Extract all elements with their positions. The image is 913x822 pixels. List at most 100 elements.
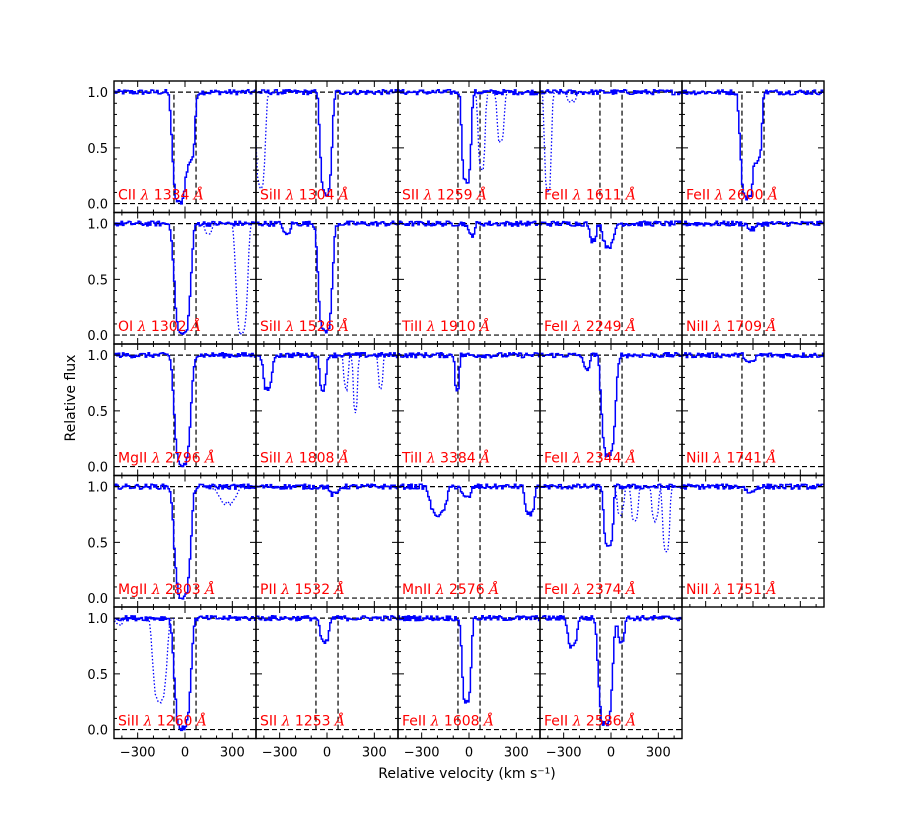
y-tick-label: 1.0 bbox=[87, 86, 108, 101]
panel-label-wavelength: 1808 bbox=[294, 451, 339, 467]
panel-label-unit: Å bbox=[478, 317, 490, 335]
panel-label-lambda-symbol: λ bbox=[430, 714, 440, 730]
panel-label-ion: SII bbox=[260, 714, 282, 730]
panel-plot-area bbox=[540, 220, 682, 336]
spectrum-panel: 0.0 0.5 1.0 MgII λ 2803 Å bbox=[87, 474, 257, 608]
y-tick-label: 0.5 bbox=[87, 142, 108, 157]
panel-label-lambda-symbol: λ bbox=[423, 188, 433, 204]
panel-label-wavelength: 1741 bbox=[722, 451, 767, 467]
panel-label-ion: OI bbox=[118, 319, 138, 335]
x-tick-label: −300 bbox=[404, 746, 440, 761]
panel-label-ion: FeII bbox=[544, 188, 573, 204]
panel-plot-area bbox=[114, 220, 256, 337]
spectrum-panel: FeII λ 2600 Å bbox=[681, 80, 825, 214]
panel-label-unit: Å bbox=[337, 317, 349, 335]
spectrum-panel: −300 0 300 SII λ 1253 Å bbox=[255, 606, 399, 761]
y-tick-label: 0.0 bbox=[87, 461, 108, 476]
x-tick-label: 0 bbox=[465, 746, 473, 761]
panel-plot-area bbox=[540, 483, 682, 599]
y-tick-label: 0.0 bbox=[87, 198, 108, 213]
panel-label-lambda-symbol: λ bbox=[151, 582, 161, 598]
y-tick-label: 0.0 bbox=[87, 592, 108, 607]
y-tick-label: 0.5 bbox=[87, 405, 108, 420]
panel-label-unit: Å bbox=[764, 580, 776, 598]
spectrum-panel: FeII λ 2249 Å bbox=[539, 211, 683, 345]
panel-plot-area bbox=[540, 351, 682, 468]
panel-label-unit: Å bbox=[482, 712, 494, 730]
panel-plot-area bbox=[682, 89, 824, 205]
panel-label: FeII λ 1608 Å bbox=[402, 712, 494, 730]
spectrum-line bbox=[114, 483, 256, 600]
panel-label-ion: MgII bbox=[118, 582, 152, 598]
spectrum-panel: 0.0 0.5 1.0 OI λ 1302 Å bbox=[87, 211, 257, 345]
panel-label-wavelength: 2576 bbox=[445, 582, 490, 598]
panel-label-unit: Å bbox=[624, 712, 636, 730]
y-tick-label: 1.0 bbox=[87, 612, 108, 627]
blend-spectrum bbox=[256, 93, 270, 190]
panel-label: TiII λ 3384 Å bbox=[401, 449, 490, 467]
spectrum-panel: SiII λ 1808 Å bbox=[255, 343, 399, 477]
spectrum-line bbox=[114, 614, 256, 732]
spectrum-line bbox=[682, 351, 824, 364]
spectrum-line bbox=[114, 88, 256, 205]
panel-label-wavelength: 1910 bbox=[436, 319, 481, 335]
panel-label-lambda-symbol: λ bbox=[426, 319, 436, 335]
panel-plot-area bbox=[256, 352, 398, 468]
spectrum-panel: PII λ 1532 Å bbox=[255, 474, 399, 608]
x-tick-label: −300 bbox=[546, 746, 582, 761]
panel-label-lambda-symbol: λ bbox=[712, 319, 722, 335]
panel-label-unit: Å bbox=[337, 186, 349, 204]
spectrum-panel: 0.0 0.5 1.0 CII λ 1334 Å bbox=[87, 80, 257, 214]
panel-plot-area bbox=[398, 220, 540, 336]
panel-label-ion: MgII bbox=[118, 451, 152, 467]
panel-label-lambda-symbol: λ bbox=[572, 319, 582, 335]
spectrum-line bbox=[398, 351, 540, 392]
panel-label-lambda-symbol: λ bbox=[280, 582, 290, 598]
panel-label-wavelength: 2249 bbox=[581, 319, 626, 335]
panel-label-wavelength: 2344 bbox=[581, 451, 626, 467]
panel-label: MgII λ 2796 Å bbox=[118, 449, 215, 467]
panel-label-unit: Å bbox=[195, 712, 207, 730]
panel-plot-area bbox=[398, 89, 540, 205]
spectrum-panel: TiII λ 1910 Å bbox=[397, 211, 541, 345]
panel-label-lambda-symbol: λ bbox=[572, 714, 582, 730]
panel-label-ion: FeII bbox=[544, 451, 573, 467]
panel-label: FeII λ 2600 Å bbox=[686, 186, 778, 204]
blend-spectrum bbox=[540, 90, 581, 195]
panel-plot-area bbox=[114, 88, 256, 205]
panel-label-wavelength: 1260 bbox=[152, 714, 197, 730]
panel-label-wavelength: 1709 bbox=[722, 319, 767, 335]
y-tick-label: 1.0 bbox=[87, 349, 108, 364]
spectrum-line bbox=[256, 483, 398, 498]
panel-label: MnII λ 2576 Å bbox=[402, 580, 499, 598]
panel-label: FeII λ 1611 Å bbox=[544, 186, 636, 204]
x-tick-label: −300 bbox=[120, 746, 156, 761]
panel-label-unit: Å bbox=[764, 317, 776, 335]
panel-label-wavelength: 3384 bbox=[436, 451, 481, 467]
panel-label-unit: Å bbox=[333, 580, 345, 598]
panel-label-ion: FeII bbox=[686, 188, 715, 204]
panel-label-ion: FeII bbox=[544, 714, 573, 730]
spectrum-panel: FeII λ 2374 Å bbox=[539, 474, 683, 608]
spectrum-line bbox=[540, 220, 682, 249]
blend-spectrum bbox=[208, 484, 247, 507]
panel-label: NiII λ 1751 Å bbox=[686, 580, 777, 598]
spectrum-line bbox=[114, 220, 256, 335]
xlabel: Relative velocity (km s⁻¹) bbox=[378, 766, 556, 782]
panel-plot-area bbox=[114, 614, 256, 732]
panel-label: CII λ 1334 Å bbox=[118, 186, 204, 204]
panel-label-lambda-symbol: λ bbox=[435, 582, 445, 598]
panel-label: PII λ 1532 Å bbox=[260, 580, 345, 598]
spectrum-line bbox=[682, 483, 824, 494]
spectrum-panel: NiII λ 1709 Å bbox=[681, 211, 825, 345]
spectrum-line bbox=[398, 220, 540, 238]
spectrum-panel: NiII λ 1741 Å bbox=[681, 343, 825, 477]
spectrum-panel: TiII λ 3384 Å bbox=[397, 343, 541, 477]
spectrum-panel: FeII λ 2344 Å bbox=[539, 343, 683, 477]
x-tick-label: 300 bbox=[362, 746, 387, 761]
panel-label-lambda-symbol: λ bbox=[712, 582, 722, 598]
panel-label-ion: SII bbox=[402, 188, 424, 204]
panel-label-ion: SiII bbox=[260, 188, 285, 204]
panel-label-wavelength: 1532 bbox=[290, 582, 335, 598]
x-tick-label: −300 bbox=[262, 746, 298, 761]
